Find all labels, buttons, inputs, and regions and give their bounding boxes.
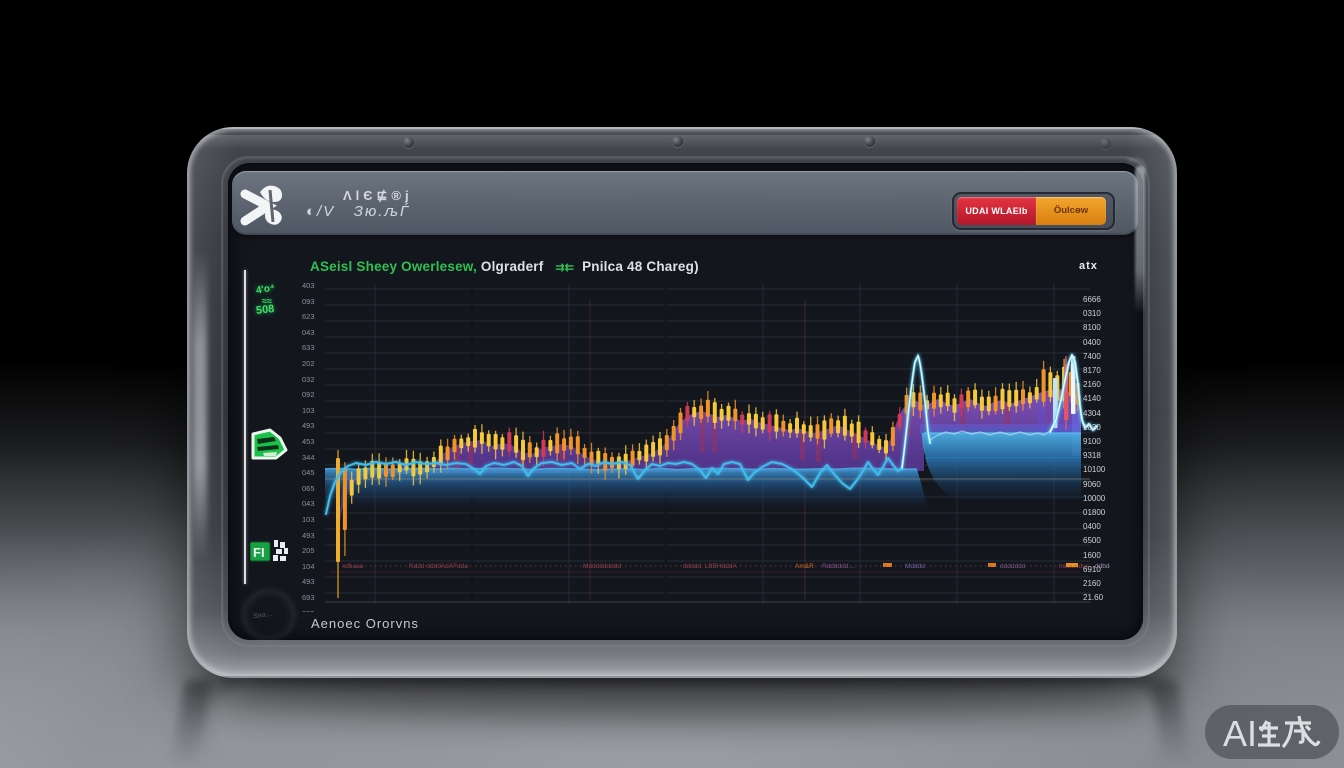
- svg-text:205: 205: [302, 546, 315, 555]
- svg-text:104: 104: [302, 562, 315, 571]
- svg-text:633: 633: [302, 343, 315, 352]
- svg-text:065: 065: [302, 484, 315, 493]
- svg-text:1030: 1030: [1083, 423, 1101, 432]
- svg-text:453: 453: [302, 437, 315, 446]
- svg-text:ddddd. LBBHdddA: ddddd. LBBHdddA: [683, 563, 738, 570]
- svg-text:10000: 10000: [1083, 494, 1106, 503]
- svg-text:023: 023: [302, 609, 315, 612]
- svg-text:Mddddddddd: Mddddddddd: [583, 563, 621, 570]
- svg-text:103: 103: [302, 406, 315, 415]
- svg-text:8100: 8100: [1083, 323, 1101, 332]
- svg-text:2160: 2160: [1083, 380, 1101, 389]
- svg-text:1600: 1600: [1083, 551, 1101, 560]
- svg-text:21.60: 21.60: [1083, 593, 1104, 602]
- svg-text:493: 493: [302, 577, 315, 586]
- svg-text:043: 043: [302, 499, 315, 508]
- svg-text:093: 093: [302, 297, 315, 306]
- svg-text:ddddddd: ddddddd: [1000, 563, 1026, 570]
- svg-text:0400: 0400: [1083, 338, 1101, 347]
- svg-text:8170: 8170: [1083, 366, 1101, 375]
- svg-text:032: 032: [302, 375, 315, 384]
- svg-text:344: 344: [302, 453, 315, 462]
- svg-text:092: 092: [302, 390, 315, 399]
- svg-text:01800: 01800: [1083, 508, 1106, 517]
- svg-text:Rddd ddddAdAFdda: Rddd ddddAdAFdda: [409, 563, 468, 570]
- svg-text:xdbaaa: xdbaaa: [342, 563, 364, 570]
- svg-text:045: 045: [302, 468, 315, 477]
- svg-text:202: 202: [302, 359, 315, 368]
- svg-text:623: 623: [302, 312, 315, 321]
- svg-text:493: 493: [302, 531, 315, 540]
- svg-text:FI: FI: [253, 545, 265, 560]
- svg-text:2160: 2160: [1083, 579, 1101, 588]
- svg-text:403: 403: [302, 281, 315, 290]
- svg-text:9100: 9100: [1083, 437, 1101, 446]
- svg-text:0400: 0400: [1083, 522, 1101, 531]
- svg-text:Mdddd: Mdddd: [905, 563, 925, 570]
- svg-text:0310: 0310: [1083, 309, 1101, 318]
- svg-text:103: 103: [302, 515, 315, 524]
- svg-text:693: 693: [302, 593, 315, 602]
- svg-text:6910: 6910: [1083, 565, 1101, 574]
- svg-text:10100: 10100: [1083, 465, 1106, 474]
- svg-text:4304: 4304: [1083, 409, 1101, 418]
- svg-text:AI: AI: [1223, 713, 1257, 754]
- svg-text:Rdddddd....: Rdddddd....: [822, 563, 856, 570]
- svg-text:ddbdd: ddbdd: [1095, 563, 1110, 570]
- svg-text:9318: 9318: [1083, 451, 1101, 460]
- svg-text:6500: 6500: [1083, 536, 1101, 545]
- svg-text:Am&R: Am&R: [795, 563, 814, 570]
- svg-text:9060: 9060: [1083, 480, 1101, 489]
- svg-text:7400: 7400: [1083, 352, 1101, 361]
- svg-text:4140: 4140: [1083, 394, 1101, 403]
- svg-text:6666: 6666: [1083, 295, 1101, 304]
- svg-text:493: 493: [302, 421, 315, 430]
- svg-text:043: 043: [302, 328, 315, 337]
